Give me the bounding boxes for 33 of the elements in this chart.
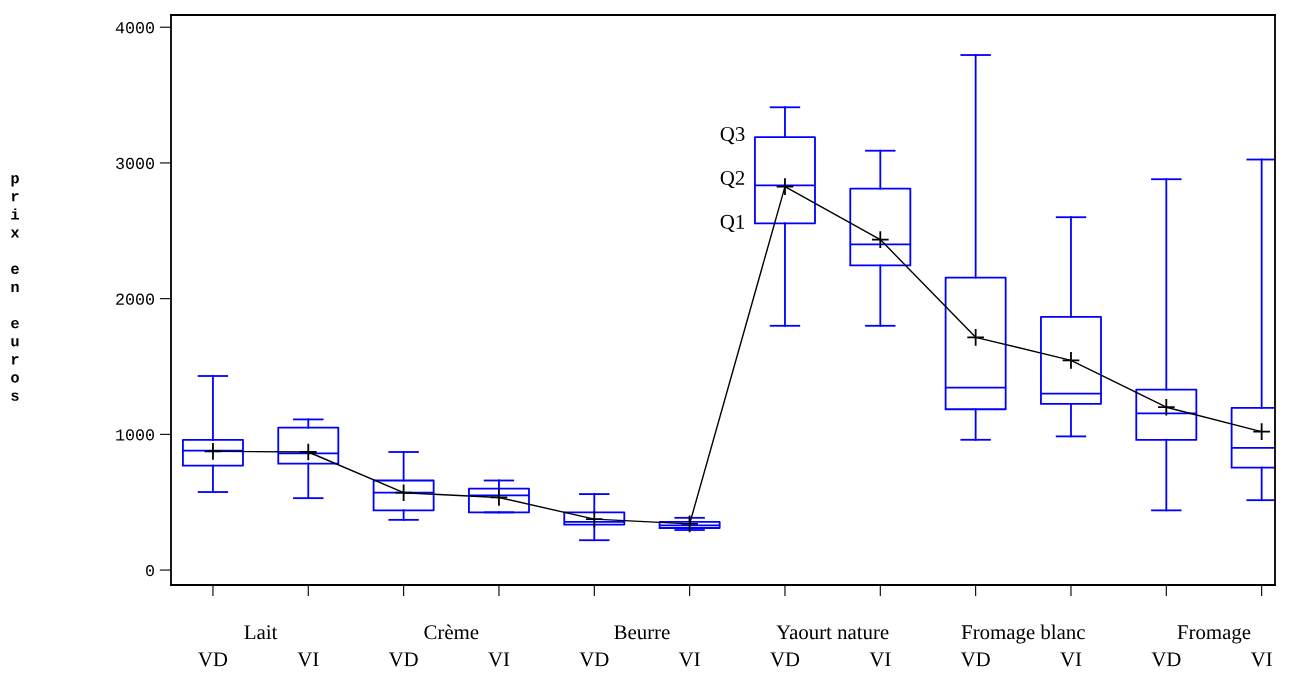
x-tick-label: VI — [488, 652, 510, 667]
text: Fromage — [1177, 625, 1251, 644]
x-tick-label: VI — [869, 652, 891, 667]
text: Fromage blanc — [961, 624, 1085, 644]
x-tick-label: VD — [579, 652, 609, 667]
y-tick-label: 1000 — [116, 429, 154, 441]
point — [585, 509, 604, 529]
x-tick-label: VD — [1151, 652, 1181, 667]
x-tick-label: VI — [1250, 652, 1272, 667]
annotation: Q1 — [720, 214, 745, 233]
text: Crème — [424, 624, 479, 640]
x-tick-label: VD — [198, 652, 228, 667]
point — [871, 230, 890, 249]
point — [1061, 351, 1081, 370]
annotation: Q3 — [720, 127, 745, 145]
point — [775, 177, 795, 196]
x-tick-label: VI — [297, 652, 319, 667]
y-tick-label: 4000 — [115, 22, 154, 34]
x-tick-label: VD — [960, 652, 990, 667]
text: Beurre — [614, 625, 670, 640]
y-tick-label: 3000 — [116, 157, 154, 170]
text: prix en euros — [10, 175, 20, 401]
y-tick-label: 2000 — [116, 293, 154, 305]
x-tick-label: VD — [388, 652, 418, 667]
x-tick-label: VD — [770, 652, 800, 667]
text: Yaourt nature — [776, 625, 889, 640]
annotation: Q2 — [720, 170, 745, 189]
text: Lait — [244, 625, 278, 640]
y-tick-label: 0 — [146, 564, 154, 577]
x-tick-label: VI — [1060, 652, 1082, 667]
x-tick-label: VI — [678, 652, 700, 667]
point — [680, 514, 699, 534]
point — [966, 328, 985, 347]
